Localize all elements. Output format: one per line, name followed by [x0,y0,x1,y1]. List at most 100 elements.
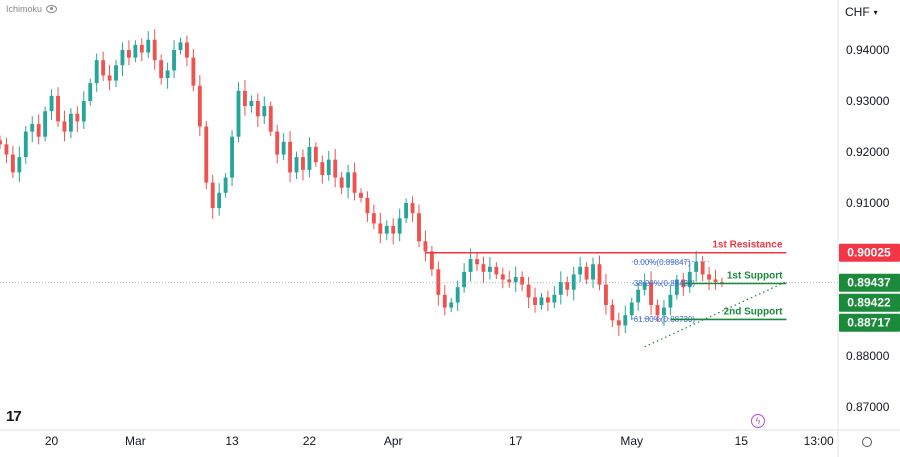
x-tick-label: 13 [225,434,239,448]
x-tick-label: 17 [509,434,523,448]
candle-body [359,192,363,198]
candle-body [700,261,705,275]
candle-body [249,100,254,107]
candle-body [687,271,692,288]
candle-body [288,141,293,173]
candle-body [49,95,54,112]
candle-body [320,162,325,175]
fib-level-label: 0.00%(0.89847) [634,258,691,267]
candle-body [243,90,247,107]
candle-body [339,177,344,188]
indicator-label: Ichimoku [6,4,43,14]
currency-selector[interactable]: CHF ▾ [845,5,878,19]
candle-body [223,177,228,193]
candle-body [404,203,409,219]
candle-body [365,197,370,214]
y-tick-label: 0.92000 [846,145,890,159]
candle-body [204,126,209,183]
candle-body [146,39,151,53]
y-tick-label: 0.88000 [846,349,890,363]
candle-body [507,279,512,283]
candle-body [610,305,615,321]
candle-body [655,305,660,316]
candle-body [391,225,396,234]
candle-body [178,42,183,50]
candle-body [255,100,260,117]
candle-body [378,223,383,234]
candle-body [126,49,131,58]
candle-body [294,157,299,173]
candle-body [558,282,563,295]
candle-body [662,307,666,316]
candle-body [56,95,60,122]
candle-body [101,60,106,76]
price-badge-label: 0.89437 [847,276,891,290]
x-tick-label: May [620,434,643,448]
candle-body [313,146,318,163]
candle-body [23,131,28,158]
candle-body [281,141,286,155]
candle-body [159,60,164,79]
candle-body [210,182,215,209]
candle-body [191,57,196,86]
candle-body [94,60,99,84]
price-badge-label: 0.88717 [847,316,891,330]
x-tick-label: Mar [125,434,146,448]
eye-icon[interactable] [46,5,58,13]
indicator-legend[interactable]: Ichimoku [6,4,58,14]
support-label: 1st Support [727,271,783,282]
x-tick-label: Apr [384,434,403,448]
candle-body [30,123,35,132]
support-label: 2nd Support [724,306,784,317]
candle-body [565,282,570,290]
candle-body [636,289,641,303]
candle-body [185,42,189,58]
candle-body [513,276,518,283]
candle-body [217,192,222,209]
candle-body [455,287,460,303]
candle-body [43,111,48,137]
candle-body [17,157,22,173]
candle-body [487,266,492,272]
candle-body [481,264,486,272]
lightning-icon[interactable]: ϟ [751,414,765,428]
candle-body [674,279,679,295]
candle-body [397,218,402,234]
candle-body [346,172,351,188]
candle-body [165,70,170,79]
x-tick-label: 15 [735,434,749,448]
candle-body [152,39,157,61]
candle-body [88,83,93,101]
price-badge [839,313,900,332]
candle-body [545,297,550,303]
candle-body [81,100,86,122]
candle-body [436,269,441,295]
candle-body [442,294,447,308]
candle-body [133,44,138,58]
candle-body [533,297,537,306]
candle-body [462,271,467,288]
chevron-down-icon: ▾ [873,7,878,17]
tradingview-logo-icon[interactable]: 17 [6,408,22,425]
y-tick-label: 0.87000 [846,400,890,414]
candle-body [552,294,557,303]
price-badge-label: 0.90025 [847,246,891,260]
candle-body [268,106,273,132]
candle-body [571,274,576,290]
candle-body [468,259,473,272]
gear-icon[interactable] [862,437,872,447]
candle-body [423,241,428,252]
candle-body [494,266,499,275]
x-tick-label: 20 [45,434,59,448]
candle-body [623,315,628,326]
candle-body [0,140,2,145]
candle-body [597,264,602,285]
resistance-label: 1st Resistance [712,240,782,251]
candle-body [107,75,112,81]
candle-body [326,159,331,175]
candle-body [333,159,338,178]
candle-body [584,266,589,280]
candle-body [114,65,118,81]
candle-body [539,297,544,306]
